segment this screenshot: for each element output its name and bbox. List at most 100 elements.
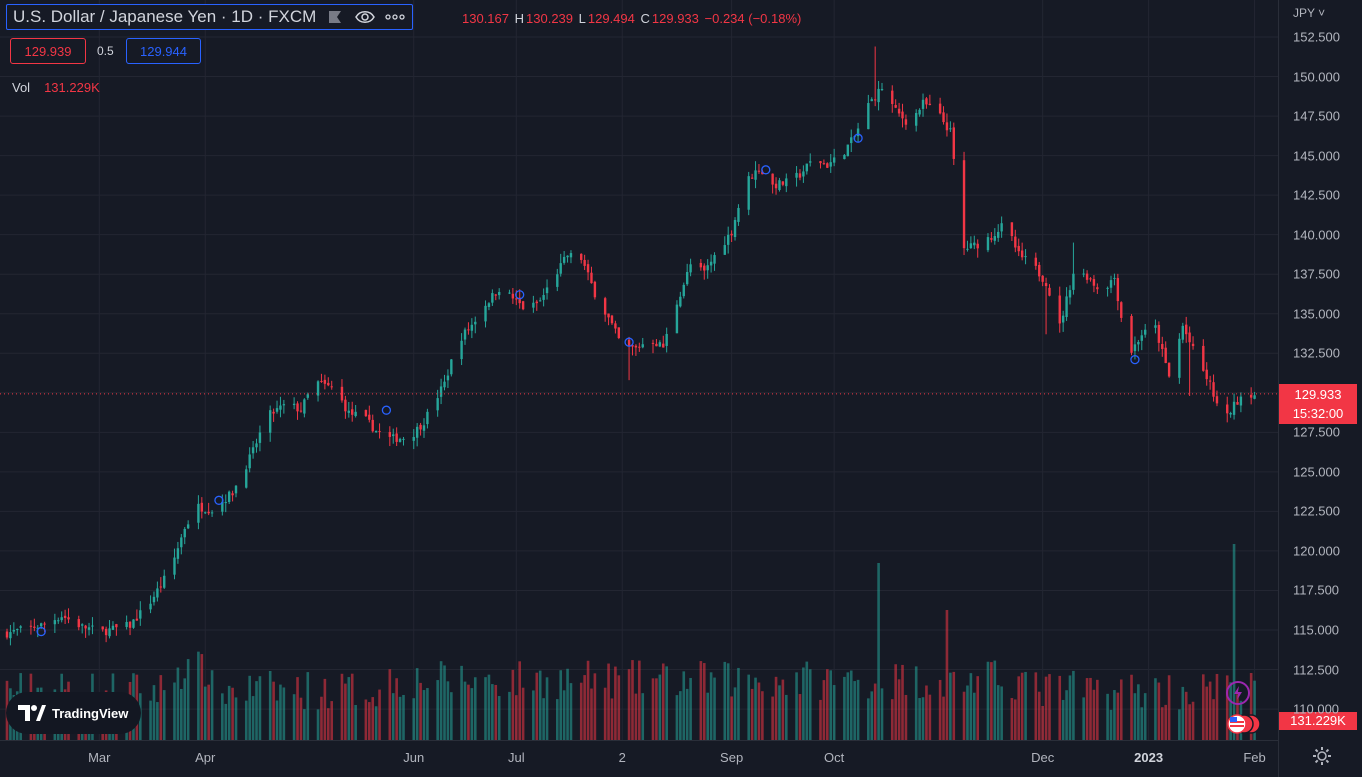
candle-up <box>986 237 990 251</box>
volume-bar <box>846 672 850 740</box>
candle-up <box>1109 280 1113 288</box>
candle-down <box>952 127 955 159</box>
currency-selector[interactable]: JPY ˅ <box>1293 6 1326 20</box>
volume-bar <box>494 684 498 740</box>
candle-down <box>938 103 942 114</box>
candle-up <box>108 628 111 637</box>
buy-button[interactable]: 129.944 <box>126 38 201 64</box>
volume-bar <box>320 696 323 740</box>
volume-bar <box>316 709 320 740</box>
tradingview-logo-icon <box>18 705 46 721</box>
volume-bar <box>976 676 980 740</box>
candle-up <box>1140 335 1143 341</box>
candle-up <box>111 625 115 630</box>
sell-button[interactable]: 129.939 <box>10 38 86 64</box>
candle-down <box>1205 369 1208 380</box>
volume-bar <box>713 677 716 740</box>
price-tick: 110.000 <box>1293 701 1340 717</box>
volume-bar <box>1157 682 1161 740</box>
candlestick-chart[interactable] <box>0 0 1278 740</box>
candle-down <box>638 346 641 348</box>
candle-down <box>320 380 323 382</box>
time-tick: Jun <box>403 750 425 765</box>
candle-up <box>562 256 566 263</box>
candle-up <box>9 632 12 639</box>
candle-up <box>210 512 214 514</box>
volume-bar <box>1181 686 1185 740</box>
more-options-icon[interactable] <box>384 7 406 27</box>
volume-bar <box>296 677 299 740</box>
candle-up <box>795 172 798 178</box>
candle-up <box>279 405 282 410</box>
candle-up <box>436 398 439 411</box>
volume-bar <box>757 682 761 740</box>
volume-bar <box>849 670 853 740</box>
volume-bar <box>679 691 682 740</box>
candle-down <box>730 233 733 236</box>
volume-bar <box>439 661 443 740</box>
last-price-label: 129.933 15:32:00 <box>1279 384 1357 424</box>
settings-gear-icon[interactable] <box>1312 746 1332 771</box>
volume-bar <box>819 699 822 740</box>
lightning-icon[interactable] <box>1226 681 1250 705</box>
candle-up <box>1143 329 1147 335</box>
candle-down <box>419 424 422 430</box>
candle-down <box>1092 279 1096 286</box>
candle-down <box>822 163 826 165</box>
volume-bar <box>699 661 703 740</box>
eye-icon[interactable] <box>354 7 376 27</box>
candle-up <box>1106 287 1109 289</box>
volume-bar <box>593 673 597 740</box>
candle-up <box>1239 396 1243 406</box>
price-tick: 140.000 <box>1293 227 1340 243</box>
volume-bar <box>921 697 925 740</box>
candle-up <box>446 375 450 381</box>
volume-bar <box>545 677 549 740</box>
volume-bar <box>986 661 990 740</box>
candle-down <box>1116 278 1120 302</box>
volume-bar <box>347 677 351 740</box>
symbol-header[interactable]: U.S. Dollar / Japanese Yen · 1D · FXCM <box>6 4 414 30</box>
candle-down <box>351 409 354 415</box>
candle-down <box>535 301 538 304</box>
candle-down <box>904 119 908 125</box>
volume-bar <box>227 685 231 740</box>
candle-down <box>1226 404 1229 414</box>
candle-up <box>227 491 231 503</box>
volume-bar <box>655 678 658 740</box>
volume-bar <box>1184 691 1188 740</box>
us-flag-icon[interactable] <box>1226 713 1266 735</box>
candle-down <box>340 386 344 401</box>
candle-down <box>330 386 333 388</box>
volume-bar <box>993 660 997 740</box>
candle-up <box>282 404 286 406</box>
volume-bar <box>391 693 395 740</box>
candle-up <box>802 171 805 177</box>
volume-bar <box>614 666 617 740</box>
price-axis[interactable]: JPY ˅ 129.933 15:32:00 131.229K 152.500 1… <box>1278 0 1362 777</box>
flag-icon[interactable] <box>324 7 346 27</box>
time-axis[interactable]: Mar Apr Jun Jul 2 Sep Oct Dec 2023 Feb <box>0 740 1278 777</box>
candle-down <box>518 297 521 304</box>
candle-down <box>699 262 703 268</box>
volume-bar <box>685 688 689 740</box>
volume-bar <box>1191 701 1195 740</box>
candle-up <box>439 386 443 397</box>
candle-up <box>918 109 921 115</box>
candle-up <box>183 528 186 538</box>
candle-up <box>268 410 272 433</box>
volume-bar <box>566 668 569 740</box>
candle-down <box>651 342 655 344</box>
volume-legend[interactable]: Vol 131.229K <box>12 80 100 95</box>
tradingview-logo[interactable]: TradingView <box>6 692 141 734</box>
candle-down <box>1202 345 1205 371</box>
volume-bar <box>1137 684 1140 740</box>
volume-bar <box>1092 689 1096 740</box>
candle-down <box>1188 332 1191 343</box>
candle-up <box>545 287 549 294</box>
symbol-title[interactable]: U.S. Dollar / Japanese Yen · 1D · FXCM <box>13 7 317 26</box>
candle-down <box>873 99 877 101</box>
volume-bar <box>1085 678 1089 740</box>
volume-bar <box>514 695 518 740</box>
volume-bar <box>344 683 347 740</box>
